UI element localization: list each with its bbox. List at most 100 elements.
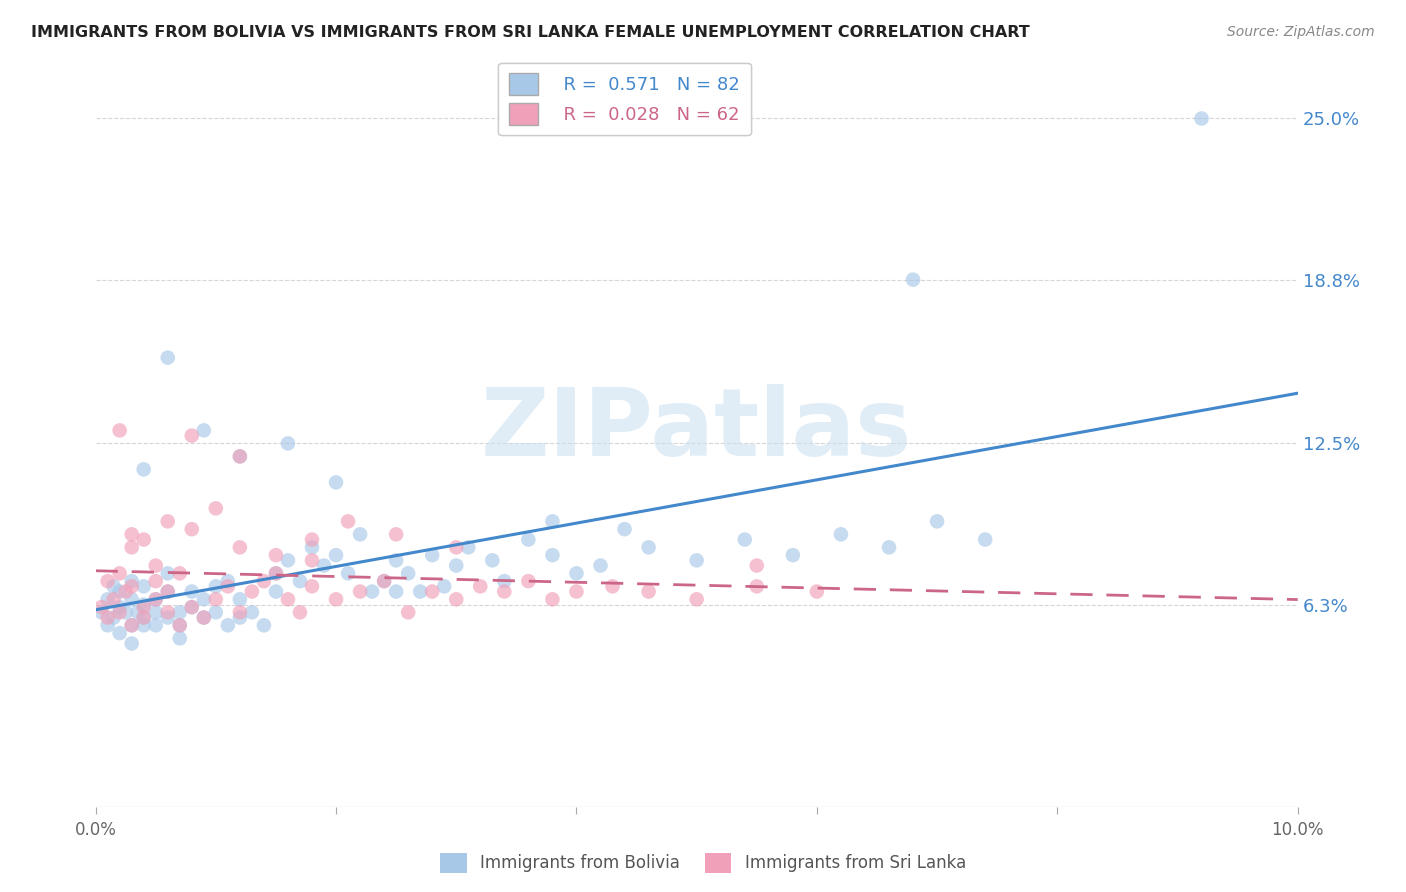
Point <box>103 610 125 624</box>
Point <box>132 610 155 624</box>
Point <box>494 574 516 589</box>
Point <box>229 541 252 555</box>
Point <box>613 522 636 536</box>
Point <box>108 584 131 599</box>
Point <box>180 600 202 615</box>
Point <box>312 558 335 573</box>
Point <box>565 566 588 581</box>
Point <box>169 618 191 632</box>
Point <box>396 566 419 581</box>
Point <box>205 605 228 619</box>
Point <box>974 533 997 547</box>
Point <box>180 522 202 536</box>
Point <box>121 636 143 650</box>
Point <box>277 553 299 567</box>
Point <box>156 584 179 599</box>
Point <box>301 533 323 547</box>
Point <box>169 605 191 619</box>
Point <box>240 584 263 599</box>
Point <box>217 579 239 593</box>
Point <box>229 610 252 624</box>
Point <box>745 579 768 593</box>
Point <box>108 566 131 581</box>
Point <box>97 610 120 624</box>
Point <box>301 579 323 593</box>
Point <box>97 592 120 607</box>
Point <box>108 424 131 438</box>
Point <box>156 605 179 619</box>
Point <box>127 605 149 619</box>
Point <box>264 566 287 581</box>
Point <box>901 273 924 287</box>
Point <box>337 514 360 528</box>
Point <box>132 533 155 547</box>
Point <box>782 548 804 562</box>
Point <box>145 605 167 619</box>
Point <box>108 626 131 640</box>
Point <box>361 584 384 599</box>
Point <box>288 605 311 619</box>
Point <box>541 548 564 562</box>
Point <box>132 618 155 632</box>
Point <box>145 558 167 573</box>
Point <box>229 592 252 607</box>
Point <box>132 462 155 476</box>
Point <box>470 579 492 593</box>
Point <box>121 592 143 607</box>
Point <box>103 579 125 593</box>
Point <box>602 579 624 593</box>
Point <box>217 618 239 632</box>
Point <box>637 584 659 599</box>
Point <box>145 592 167 607</box>
Point <box>193 424 215 438</box>
Point <box>97 618 120 632</box>
Point <box>132 610 155 624</box>
Point <box>156 566 179 581</box>
Point <box>193 610 215 624</box>
Point <box>121 618 143 632</box>
Point <box>373 574 395 589</box>
Point <box>229 450 252 464</box>
Point <box>264 548 287 562</box>
Point <box>385 527 408 541</box>
Point <box>132 600 155 615</box>
Point <box>169 618 191 632</box>
Point <box>180 584 202 599</box>
Point <box>420 548 443 562</box>
Point <box>90 600 112 615</box>
Point <box>253 618 276 632</box>
Point <box>229 450 252 464</box>
Point <box>325 475 347 490</box>
Point <box>132 598 155 612</box>
Text: ZIPatlas: ZIPatlas <box>481 384 912 476</box>
Point <box>205 501 228 516</box>
Point <box>288 574 311 589</box>
Point <box>277 436 299 450</box>
Point <box>193 610 215 624</box>
Point <box>145 592 167 607</box>
Point <box>145 574 167 589</box>
Point <box>156 351 179 365</box>
Legend:   R =  0.571   N = 82,   R =  0.028   N = 62: R = 0.571 N = 82, R = 0.028 N = 62 <box>498 62 751 136</box>
Point <box>108 605 131 619</box>
Point <box>565 584 588 599</box>
Point <box>121 527 143 541</box>
Point <box>444 558 467 573</box>
Point <box>385 584 408 599</box>
Point <box>121 541 143 555</box>
Text: Source: ZipAtlas.com: Source: ZipAtlas.com <box>1227 25 1375 39</box>
Point <box>686 592 709 607</box>
Point <box>325 592 347 607</box>
Point <box>877 541 900 555</box>
Point <box>180 600 202 615</box>
Point <box>205 579 228 593</box>
Point <box>396 605 419 619</box>
Point <box>169 632 191 646</box>
Point <box>240 605 263 619</box>
Point <box>325 548 347 562</box>
Point <box>132 579 155 593</box>
Point <box>409 584 432 599</box>
Point <box>205 592 228 607</box>
Point <box>745 558 768 573</box>
Point <box>349 584 371 599</box>
